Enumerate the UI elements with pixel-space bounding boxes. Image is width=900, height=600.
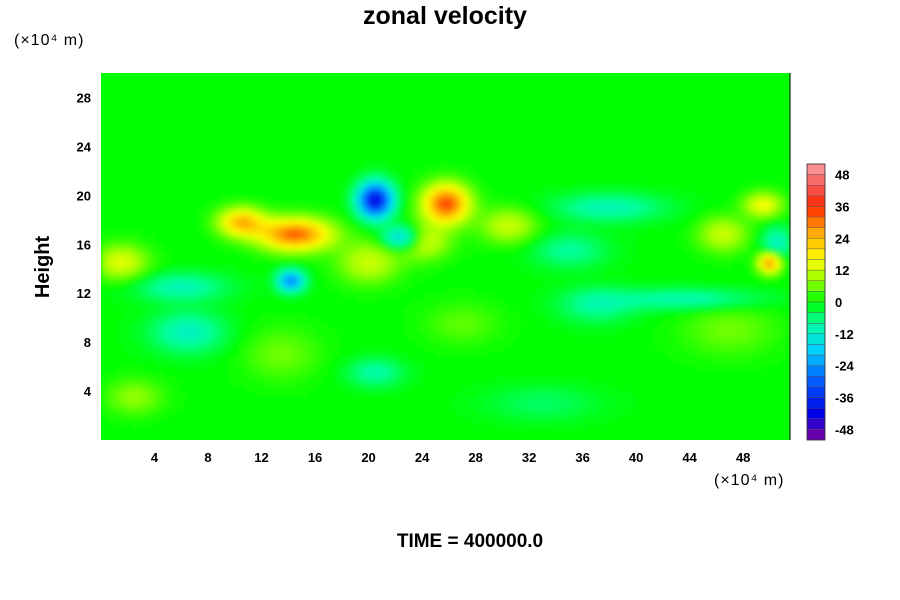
- colorbar-tick-label: -48: [835, 422, 854, 437]
- y-tick-label: 16: [77, 237, 91, 252]
- colorbar-band: [806, 376, 826, 388]
- colorbar-band: [806, 407, 826, 419]
- colorbar-band: [806, 280, 826, 292]
- x-tick-label: 12: [254, 450, 268, 465]
- colorbar-band: [806, 174, 826, 186]
- colorbar-band: [806, 386, 826, 398]
- y-tick-label: 4: [84, 384, 92, 399]
- x-tick-label: 48: [736, 450, 750, 465]
- x-axis: 4 8 12 16 20 24 28 32 36 40 44 48: [151, 450, 751, 465]
- colorbar-ticks: 48 36 24 12 0 -12 -24 -36 -48: [835, 168, 855, 438]
- x-tick-label: 20: [361, 450, 375, 465]
- colorbar-band: [806, 365, 826, 377]
- colorbar-band: [806, 216, 826, 228]
- colorbar-tick-label: 24: [835, 231, 850, 246]
- colorbar-tick-label: -12: [835, 327, 854, 342]
- colorbar-band: [806, 323, 826, 335]
- colorbar-band: [806, 397, 826, 409]
- velocity-field: [101, 73, 790, 440]
- colorbar-band: [806, 333, 826, 345]
- x-tick-label: 4: [151, 450, 159, 465]
- x-tick-label: 24: [415, 450, 430, 465]
- colorbar-band: [806, 312, 826, 324]
- colorbar-tick-label: 36: [835, 199, 849, 214]
- colorbar-tick-label: 48: [835, 168, 849, 183]
- colorbar-band: [806, 163, 826, 175]
- colorbar-band: [806, 195, 826, 207]
- colorbar-band: [806, 301, 826, 313]
- x-unit-label: (×10⁴ m): [714, 472, 785, 489]
- x-tick-label: 28: [468, 450, 482, 465]
- y-tick-label: 8: [84, 335, 91, 350]
- x-tick-label: 16: [308, 450, 322, 465]
- y-tick-label: 28: [77, 90, 91, 105]
- colorbar-band: [806, 429, 826, 441]
- colorbar-tick-label: -36: [835, 391, 854, 406]
- x-tick-label: 8: [204, 450, 211, 465]
- colorbar-band: [806, 354, 826, 366]
- y-axis: 4 8 12 16 20 24 28: [77, 90, 92, 399]
- colorbar-band: [806, 269, 826, 281]
- colorbar-frame: [806, 163, 826, 441]
- x-tick-label: 40: [629, 450, 643, 465]
- colorbar-band: [806, 238, 826, 250]
- y-axis-label: Height: [32, 236, 54, 299]
- colorbar-tick-label: 12: [835, 263, 849, 278]
- y-tick-label: 12: [77, 286, 91, 301]
- colorbar-tick-label: -24: [835, 359, 855, 374]
- x-tick-label: 32: [522, 450, 536, 465]
- colorbar-band: [806, 418, 826, 430]
- y-tick-label: 20: [77, 188, 91, 203]
- colorbar-tick-label: 0: [835, 295, 842, 310]
- x-tick-label: 44: [682, 450, 697, 465]
- x-tick-label: 36: [575, 450, 589, 465]
- chart-title: zonal velocity: [363, 2, 527, 30]
- colorbar: [806, 163, 826, 441]
- colorbar-band: [806, 248, 826, 260]
- colorbar-band: [806, 291, 826, 303]
- colorbar-band: [806, 344, 826, 356]
- colorbar-band: [806, 227, 826, 239]
- y-tick-label: 24: [77, 139, 92, 154]
- time-label: TIME = 400000.0: [396, 531, 544, 552]
- colorbar-band: [806, 206, 826, 218]
- y-unit-label: (×10⁴ m): [14, 32, 85, 49]
- colorbar-band: [806, 259, 826, 271]
- colorbar-band: [806, 185, 826, 197]
